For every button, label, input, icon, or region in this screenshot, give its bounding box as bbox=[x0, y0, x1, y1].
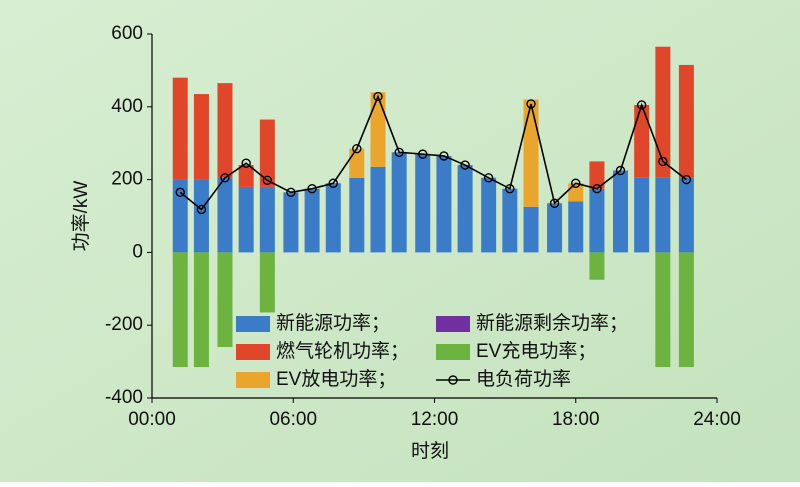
x-tick-label: 00:00 bbox=[128, 409, 176, 430]
bar bbox=[172, 252, 188, 368]
y-tick-label: 600 bbox=[111, 23, 143, 44]
legend-label: EV充电功率； bbox=[476, 340, 596, 362]
legend-symbol bbox=[436, 344, 470, 360]
legend-label: EV放电功率； bbox=[276, 368, 396, 390]
line-point bbox=[658, 156, 668, 167]
x-axis-label: 时刻 bbox=[411, 440, 449, 462]
bar bbox=[259, 119, 275, 187]
legend-symbol bbox=[436, 316, 470, 332]
legend-label: 电负荷功率 bbox=[476, 368, 571, 390]
bar bbox=[655, 177, 671, 253]
y-tick-label: -400 bbox=[105, 387, 143, 408]
bar bbox=[678, 177, 694, 253]
bar bbox=[193, 252, 209, 368]
bar bbox=[568, 201, 584, 253]
bar bbox=[589, 161, 605, 189]
bar bbox=[523, 206, 539, 253]
legend-label: 新能源剩余功率； bbox=[476, 312, 628, 334]
bar bbox=[634, 177, 650, 253]
line-point bbox=[681, 174, 692, 185]
bar bbox=[436, 155, 452, 253]
bar bbox=[172, 179, 188, 253]
bar bbox=[589, 188, 605, 253]
line-point bbox=[615, 165, 626, 176]
bar bbox=[217, 252, 233, 348]
bar bbox=[589, 252, 605, 280]
bar bbox=[217, 177, 233, 253]
y-tick-label: 200 bbox=[111, 169, 143, 190]
x-tick-label: 18:00 bbox=[552, 409, 600, 430]
bar bbox=[547, 203, 563, 253]
line-point bbox=[373, 91, 383, 102]
line-point bbox=[394, 147, 404, 158]
bar bbox=[678, 252, 694, 368]
line-point bbox=[307, 183, 317, 194]
line-point bbox=[352, 143, 362, 154]
y-tick-label: -200 bbox=[105, 314, 143, 335]
bar bbox=[634, 104, 650, 178]
legend-label: 燃气轮机功率； bbox=[276, 340, 409, 362]
legend-symbol bbox=[236, 344, 270, 360]
bar bbox=[655, 252, 671, 368]
line-point bbox=[439, 151, 449, 161]
x-tick-label: 06:00 bbox=[269, 409, 317, 430]
bar bbox=[370, 92, 386, 167]
bar bbox=[238, 186, 254, 253]
bar bbox=[349, 177, 365, 253]
line-point bbox=[460, 160, 470, 170]
bar bbox=[502, 188, 518, 253]
line-point bbox=[592, 183, 602, 194]
bar bbox=[238, 165, 254, 187]
bar bbox=[304, 188, 320, 253]
y-tick-label: 400 bbox=[111, 96, 143, 117]
bar bbox=[481, 177, 497, 253]
bar bbox=[612, 170, 628, 253]
line-point bbox=[571, 178, 581, 188]
bar bbox=[259, 252, 275, 313]
line-point bbox=[526, 99, 536, 109]
bar bbox=[655, 46, 671, 178]
line-point bbox=[418, 149, 428, 159]
bar bbox=[172, 77, 188, 180]
bar bbox=[457, 165, 473, 253]
legend-symbol bbox=[236, 372, 270, 388]
bar bbox=[259, 186, 275, 253]
line-point bbox=[483, 173, 494, 183]
bar bbox=[349, 148, 365, 178]
y-axis-label: 功率/kW bbox=[70, 181, 92, 252]
line-point bbox=[636, 100, 647, 110]
bar bbox=[370, 166, 386, 253]
legend-label: 新能源功率； bbox=[276, 312, 390, 334]
y-tick-label: 0 bbox=[132, 241, 143, 262]
x-tick-label: 12:00 bbox=[411, 409, 459, 430]
line-point bbox=[196, 204, 207, 215]
x-tick-label: 24:00 bbox=[693, 409, 741, 430]
line-point bbox=[241, 158, 251, 168]
line-point bbox=[262, 175, 273, 186]
line-point bbox=[549, 198, 560, 208]
line-point bbox=[505, 183, 515, 194]
bar bbox=[391, 152, 407, 253]
bar bbox=[678, 64, 694, 178]
bar bbox=[568, 183, 584, 202]
bar bbox=[193, 179, 209, 253]
line-point bbox=[328, 178, 338, 188]
bar bbox=[325, 183, 341, 253]
line-point bbox=[286, 187, 296, 198]
legend-symbol bbox=[236, 316, 270, 332]
bar bbox=[415, 154, 431, 253]
bar bbox=[283, 192, 299, 253]
legend-symbol bbox=[448, 375, 458, 385]
bar bbox=[193, 94, 209, 180]
bar bbox=[523, 99, 539, 207]
bar bbox=[217, 83, 233, 178]
line-point bbox=[175, 187, 185, 198]
line-point bbox=[220, 173, 230, 183]
